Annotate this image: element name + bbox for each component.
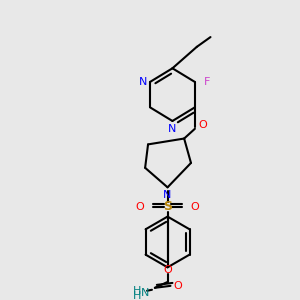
Text: O: O — [163, 265, 172, 275]
Text: N: N — [139, 77, 147, 87]
Text: O: O — [198, 120, 207, 130]
Text: O: O — [136, 202, 145, 212]
Text: H: H — [133, 291, 142, 300]
Text: O: O — [173, 281, 182, 291]
Text: N: N — [141, 288, 149, 298]
Text: O: O — [190, 202, 199, 212]
Text: F: F — [203, 77, 210, 87]
Text: N: N — [164, 190, 172, 200]
Text: H: H — [133, 286, 142, 296]
Text: S: S — [163, 200, 172, 213]
Text: N: N — [168, 124, 177, 134]
